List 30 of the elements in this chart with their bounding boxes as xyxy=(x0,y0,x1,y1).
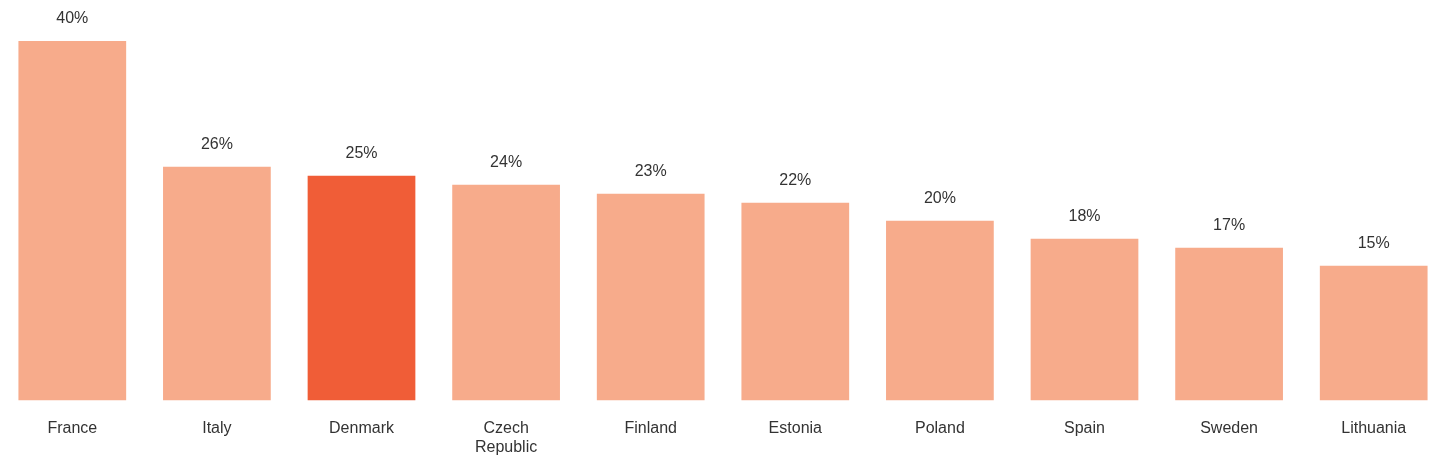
x-tick-label: Czech Republic xyxy=(474,418,538,455)
data-label: 25% xyxy=(345,144,378,162)
bar xyxy=(18,41,127,401)
x-tick-label: Spain xyxy=(1064,418,1105,436)
data-label: 18% xyxy=(1068,207,1101,225)
x-tick-label: Poland xyxy=(914,418,965,436)
bar xyxy=(1319,265,1428,401)
data-label: 20% xyxy=(923,189,956,207)
bar xyxy=(741,202,850,401)
bar xyxy=(596,193,705,401)
data-label: 24% xyxy=(490,153,523,171)
bar xyxy=(307,175,416,401)
x-tick-label: Sweden xyxy=(1200,418,1259,436)
bar xyxy=(886,220,994,401)
x-tick-label: Italy xyxy=(202,418,232,436)
x-tick-label: Denmark xyxy=(329,418,395,436)
x-tick-label: Lithuania xyxy=(1341,418,1407,436)
data-label: 15% xyxy=(1357,234,1390,252)
data-label: 40% xyxy=(56,9,89,27)
x-tick-label: France xyxy=(47,418,98,436)
data-label: 26% xyxy=(200,135,233,153)
data-label: 17% xyxy=(1213,216,1246,234)
data-label: 23% xyxy=(634,162,667,180)
x-tick-label: Estonia xyxy=(768,418,823,436)
bar xyxy=(452,184,560,401)
bar xyxy=(1030,238,1139,401)
bar xyxy=(1175,247,1283,401)
x-tick-label: Finland xyxy=(624,418,677,436)
bar xyxy=(163,166,271,401)
data-label: 22% xyxy=(779,171,812,189)
